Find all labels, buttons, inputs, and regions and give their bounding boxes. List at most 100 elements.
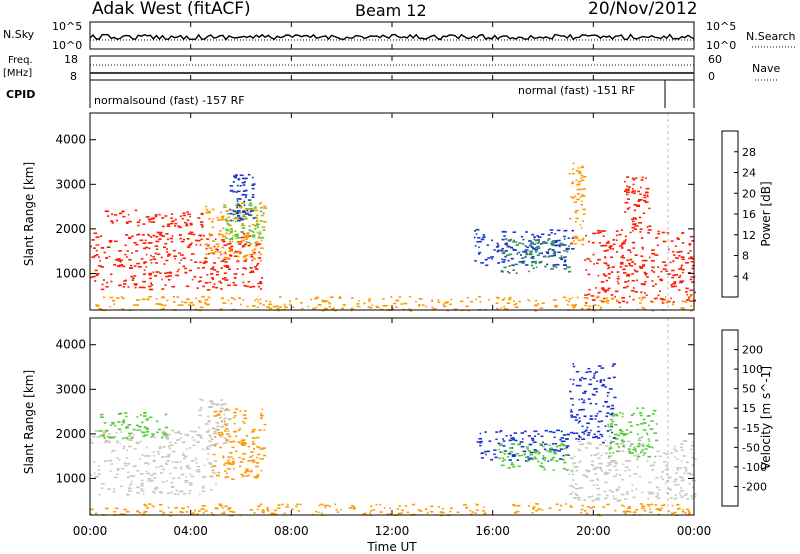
power-cell [258, 251, 261, 254]
power-cell [671, 303, 675, 306]
velocity-cell [198, 414, 202, 417]
power-cell [150, 236, 153, 238]
power-cell [236, 184, 239, 187]
power-cell [631, 279, 636, 282]
power-cell [241, 193, 246, 196]
velocity-cell [630, 452, 635, 454]
velocity-cell [656, 450, 660, 453]
power-cell [628, 264, 631, 267]
velocity-cell [609, 461, 614, 464]
velocity-cell [574, 419, 578, 421]
power-cell [642, 264, 646, 266]
velocity-cell [185, 511, 189, 513]
power-cell [190, 242, 193, 245]
power-cell [235, 237, 237, 240]
velocity-cell [660, 476, 663, 478]
power-cell [584, 294, 588, 296]
power-cell [566, 266, 570, 268]
power-cell [206, 289, 211, 291]
velocity-cell [629, 452, 632, 454]
power-cell [551, 241, 555, 243]
velocity-cell [640, 450, 645, 452]
velocity-cell [220, 407, 225, 410]
power-cell [210, 277, 214, 279]
power-cell [504, 255, 507, 258]
velocity-cell [647, 438, 650, 440]
power-cell [568, 245, 570, 247]
velocity-cell [666, 466, 669, 468]
velocity-cell [655, 477, 659, 479]
power-cell [202, 285, 206, 288]
power-cell [211, 266, 215, 268]
velocity-cell [223, 418, 226, 420]
power-cell [257, 237, 262, 239]
power-cell [241, 202, 246, 205]
velocity-cell [115, 507, 119, 510]
velocity-cell [607, 457, 611, 459]
velocity-cell [572, 365, 576, 368]
velocity-cell [592, 436, 596, 439]
power-cell [616, 271, 620, 273]
power-cell [607, 287, 611, 290]
power-cell [652, 271, 656, 273]
velocity-cell [684, 467, 688, 469]
velocity-cell [118, 413, 122, 415]
power-cell [619, 266, 623, 268]
velocity-cell [656, 492, 659, 495]
power-cell [123, 283, 127, 285]
velocity-cell [180, 468, 183, 470]
velocity-cell [99, 434, 102, 437]
power-cell [127, 286, 130, 288]
velocity-cell [90, 442, 94, 444]
velocity-cell [180, 466, 182, 468]
power-cell [255, 220, 259, 223]
velocity-cell [439, 511, 444, 513]
velocity-cell [329, 505, 332, 508]
power-cell [233, 284, 238, 286]
velocity-cell [605, 494, 609, 497]
velocity-cell [560, 443, 565, 445]
power-cell [160, 256, 163, 259]
velocity-cell [185, 475, 187, 478]
velocity-cell [216, 474, 220, 477]
velocity-cell [614, 413, 618, 416]
power-cell [525, 252, 529, 255]
velocity-cell [184, 479, 187, 482]
velocity-cell [177, 431, 181, 434]
power-cell [610, 256, 614, 258]
velocity-cell [673, 484, 677, 486]
power-cell [252, 257, 256, 260]
power-cell [572, 306, 576, 309]
velocity-cell [596, 498, 601, 501]
velocity-cell [155, 466, 158, 469]
power-cell [660, 270, 663, 273]
power-cell [176, 270, 179, 273]
velocity-cell [661, 471, 664, 473]
power-cell [431, 306, 434, 309]
velocity-cell [610, 455, 613, 457]
power-cell [250, 255, 254, 258]
velocity-cell [260, 414, 264, 416]
velocity-cell [256, 508, 259, 511]
power-cell [219, 230, 222, 232]
power-cell [199, 244, 202, 246]
velocity-cell [106, 435, 109, 437]
power-cell [121, 210, 125, 213]
velocity-cell [519, 441, 524, 443]
velocity-cell [241, 475, 245, 478]
velocity-cell [583, 390, 587, 393]
velocity-cell [607, 377, 611, 379]
velocity-cell [430, 511, 434, 513]
velocity-cell [508, 439, 511, 442]
velocity-cell [670, 452, 673, 454]
power-cell [634, 218, 637, 220]
velocity-cell [655, 495, 658, 498]
velocity-cell [159, 446, 162, 448]
power-cell [681, 281, 683, 283]
velocity-cell [107, 436, 112, 438]
velocity-cell [632, 496, 636, 499]
velocity-cell [208, 462, 212, 464]
velocity-cell [563, 447, 567, 450]
velocity-cell [141, 431, 146, 434]
velocity-cell [227, 463, 231, 465]
